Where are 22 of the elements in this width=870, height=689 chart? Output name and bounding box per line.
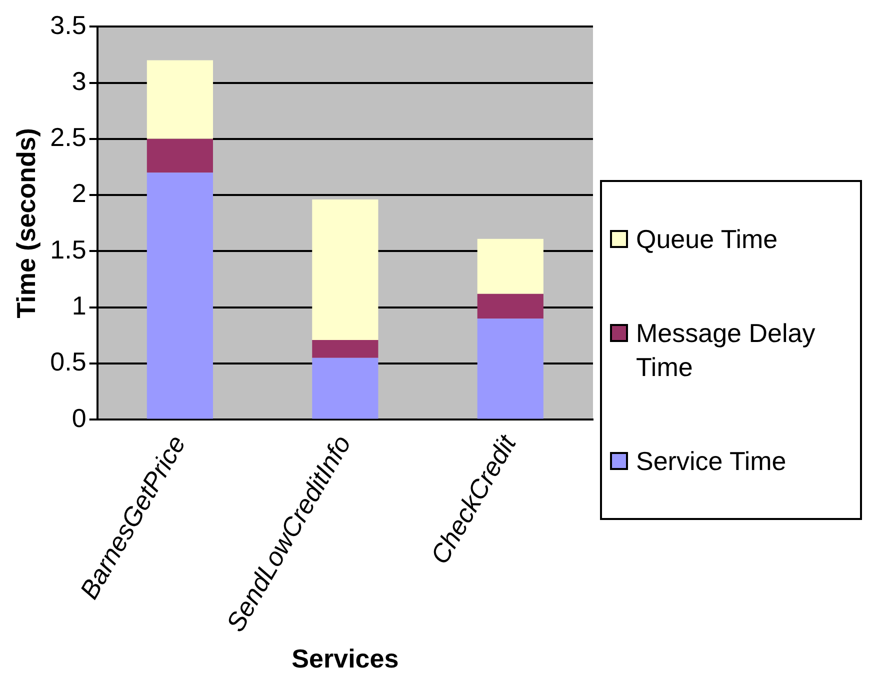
y-tick-label: 0.5	[50, 346, 86, 377]
y-tick-label: 1.5	[50, 234, 86, 264]
bar	[477, 238, 544, 294]
bar	[312, 358, 378, 419]
legend-label: Service Time	[636, 445, 786, 478]
y-tick-label: 3	[72, 66, 86, 96]
bar	[146, 172, 213, 419]
y-tick-label: 2	[72, 178, 86, 208]
bar	[477, 294, 544, 319]
bar	[146, 138, 213, 173]
bar	[312, 200, 378, 340]
y-axis-title: Time (seconds)	[10, 128, 41, 318]
y-tick-label: 3.5	[50, 10, 86, 40]
legend-label: Message Delay Time	[636, 317, 816, 384]
bar	[477, 318, 544, 419]
y-tick-label: 1	[72, 290, 86, 321]
legend-label: Queue Time	[636, 223, 778, 256]
bar	[312, 340, 378, 358]
bar	[146, 60, 213, 139]
y-tick-label: 0	[72, 402, 86, 433]
x-axis-title: Services	[292, 644, 399, 674]
y-tick-label: 2.5	[50, 122, 86, 152]
